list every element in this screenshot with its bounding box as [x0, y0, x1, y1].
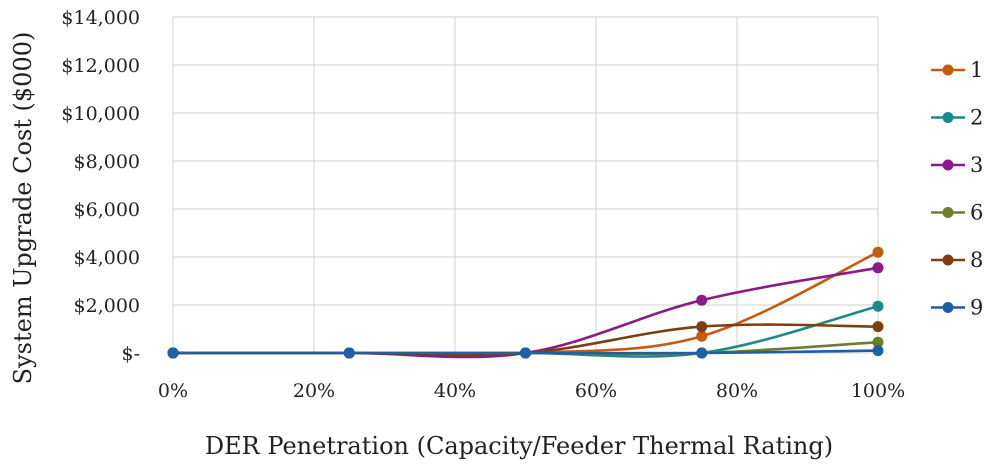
grid-lines [172, 16, 879, 354]
legend-item-6: 6 [931, 201, 983, 225]
y-tick-label: $8,000 [74, 151, 140, 173]
data-point [872, 262, 884, 274]
series-3 [167, 262, 884, 359]
x-tick-label: 100% [851, 380, 905, 402]
legend-swatch-marker [942, 254, 954, 266]
y-tick-label: $10,000 [61, 103, 140, 125]
legend: 1 2 3 6 8 9 [931, 58, 983, 320]
y-tick-label: $14,000 [61, 7, 140, 29]
x-tick-label: 40% [434, 380, 476, 402]
data-point [696, 294, 708, 306]
series-1 [167, 246, 884, 359]
legend-item-3: 3 [931, 153, 983, 177]
series-line-3 [173, 266, 879, 359]
y-axis-title: System Upgrade Cost ($000) [9, 32, 37, 385]
data-point [872, 336, 884, 348]
legend-label: 2 [970, 106, 983, 130]
legend-swatch-marker [942, 207, 954, 218]
legend-swatch-marker [942, 64, 954, 76]
legend-label: 8 [970, 248, 983, 272]
y-tick-label: $2,000 [74, 295, 140, 317]
x-tick-label: 20% [293, 380, 335, 402]
x-tick-label: 0% [158, 380, 188, 402]
data-point [167, 347, 179, 359]
tick-labels: $- $2,000 $4,000 $6,000 $8,000 $10,000 $12,000… [61, 7, 905, 402]
data-point [696, 347, 708, 359]
legend-item-2: 2 [931, 106, 983, 130]
legend-swatch-marker [942, 302, 954, 313]
y-tick-label: $- [121, 343, 140, 365]
x-axis-title: DER Penetration (Capacity/Feeder Thermal… [205, 432, 833, 460]
legend-label: 1 [970, 58, 983, 82]
data-point [872, 300, 884, 312]
legend-label: 6 [970, 201, 983, 225]
data-point [520, 347, 531, 359]
data-series [167, 246, 884, 359]
data-point [872, 321, 884, 333]
legend-label: 9 [970, 296, 983, 320]
plot-border [172, 16, 879, 354]
x-tick-label: 80% [716, 380, 758, 402]
legend-item-8: 8 [931, 248, 983, 272]
x-tick-label: 60% [575, 380, 617, 402]
y-tick-label: $6,000 [74, 199, 140, 221]
legend-item-1: 1 [931, 58, 983, 82]
legend-swatch-marker [942, 112, 954, 123]
data-point [872, 345, 884, 357]
series-9 [167, 345, 884, 359]
data-point [872, 246, 884, 258]
data-point [343, 347, 355, 359]
y-tick-label: $4,000 [74, 247, 140, 269]
data-point [696, 330, 708, 342]
legend-swatch-marker [942, 159, 954, 171]
y-tick-label: $12,000 [61, 55, 140, 77]
legend-item-9: 9 [931, 296, 983, 320]
data-point [696, 321, 708, 333]
legend-label: 3 [970, 153, 983, 177]
